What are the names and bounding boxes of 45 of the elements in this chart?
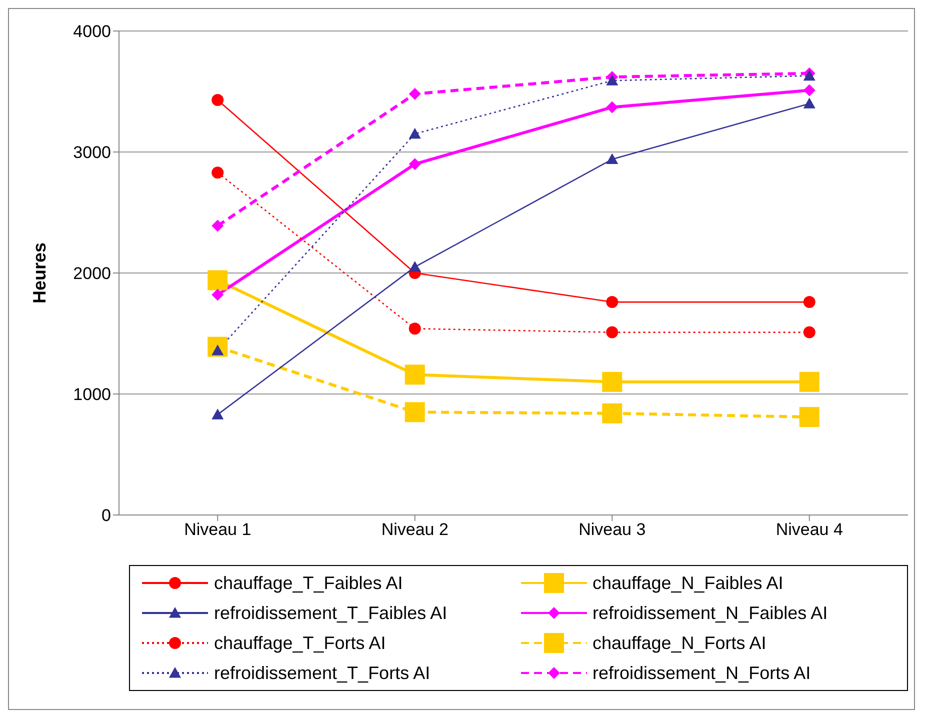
point <box>803 70 816 81</box>
point <box>408 260 421 272</box>
point <box>803 326 816 338</box>
y-tick-label: 4000 <box>73 22 111 42</box>
point <box>803 84 816 96</box>
point <box>404 364 425 385</box>
point <box>408 158 421 170</box>
point <box>212 220 224 232</box>
x-tick-label: Niveau 3 <box>578 520 646 540</box>
point <box>404 402 425 422</box>
point <box>408 88 421 100</box>
y-tick-label: 0 <box>102 506 111 526</box>
point <box>208 270 228 290</box>
legend-label: refroidissement_T_Faibles AI <box>214 602 448 624</box>
point <box>799 406 820 427</box>
legend-label: refroidissement_T_Forts AI <box>214 662 430 684</box>
y-axis-title: Heures <box>29 242 50 304</box>
point <box>803 296 816 308</box>
point <box>606 296 618 308</box>
point <box>408 128 421 139</box>
point <box>799 372 820 392</box>
x-tick-label: Niveau 2 <box>381 520 448 540</box>
point <box>606 74 618 86</box>
point <box>212 288 224 301</box>
point <box>602 403 622 424</box>
point <box>212 408 224 420</box>
y-tick-label: 3000 <box>73 143 111 162</box>
legend-label: chauffage_N_Faibles AI <box>592 572 784 594</box>
point <box>212 94 224 106</box>
point <box>803 98 816 108</box>
legend-label: chauffage_T_Forts AI <box>214 632 386 654</box>
point <box>408 322 421 335</box>
legend-label: refroidissement_N_Forts AI <box>592 662 811 684</box>
point <box>602 372 622 392</box>
legend-label: refroidissement_N_Faibles AI <box>592 602 828 624</box>
y-tick-label: 2000 <box>73 264 111 284</box>
point <box>606 101 618 114</box>
point <box>606 326 618 338</box>
x-tick-label: Niveau 1 <box>184 520 252 540</box>
legend-label: chauffage_T_Faibles AI <box>214 572 403 594</box>
x-tick-label: Niveau 4 <box>776 520 843 540</box>
point <box>606 153 618 164</box>
y-tick-label: 1000 <box>73 385 111 404</box>
point <box>212 166 224 179</box>
legend-label: chauffage_N_Forts AI <box>592 632 766 654</box>
